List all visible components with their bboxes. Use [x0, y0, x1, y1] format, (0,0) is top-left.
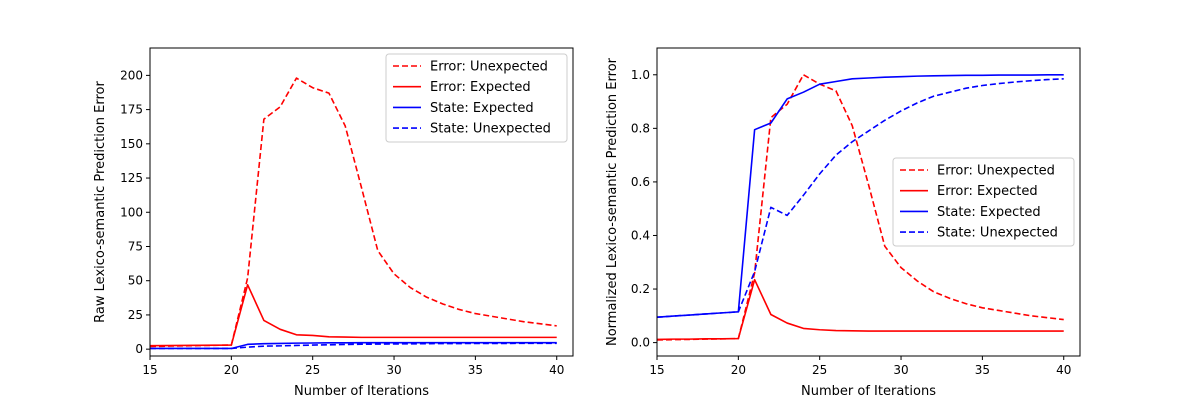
x-tick-label: 30	[386, 363, 401, 377]
chart-panel-2: 15 20 25 30 35 40 0.0 0.2 0.4 0.6 0.8 1.0 Number of …	[605, 47, 1081, 399]
legend-box	[892, 157, 1075, 247]
y-tick-label: 100	[120, 205, 143, 219]
legend-label: Error: Unexpected	[937, 164, 1055, 179]
x-tick-label: 15	[649, 363, 664, 377]
x-tick-label: 25	[812, 363, 827, 377]
legend-label: State: Unexpected	[937, 226, 1058, 241]
y-tick-label: 200	[120, 68, 143, 82]
legend-box	[385, 53, 568, 143]
y-tick-label: 0.8	[631, 121, 650, 135]
y-tick-label: 50	[128, 274, 143, 288]
x-tick-label: 35	[975, 363, 990, 377]
series-line-error-expected	[150, 284, 557, 347]
legend: Error: Unexpected Error: Expected State: E…	[892, 157, 1075, 247]
x-tick-label: 30	[893, 363, 908, 377]
legend-label: State: Expected	[937, 205, 1041, 220]
x-tick-label: 20	[224, 363, 239, 377]
y-tick-label: 75	[128, 239, 143, 253]
chart-panel-1: 15 20 25 30 35 40 0 25 50 75 100 125 150 175 200 Number…	[93, 47, 574, 399]
y-axis-label: Raw Lexico-semantic Prediction Error	[93, 81, 108, 323]
y-tick-label: 175	[120, 103, 143, 117]
legend-label: Error: Expected	[430, 80, 531, 95]
y-tick-label: 125	[120, 171, 143, 185]
series-line-state-unexpected	[150, 342, 557, 350]
y-axis-label: Normalized Lexico-semantic Prediction Er…	[605, 57, 620, 346]
series-group	[657, 73, 1064, 341]
legend-label: Error: Expected	[937, 184, 1038, 199]
legend-label: Error: Unexpected	[430, 60, 548, 75]
y-tick-label: 0.4	[631, 228, 650, 242]
series-line-error-expected	[657, 278, 1064, 341]
legend: Error: Unexpected Error: Expected State: E…	[385, 53, 568, 143]
axes-frame	[149, 47, 574, 357]
y-tick-label: 0.0	[631, 336, 650, 350]
series-line-state-unexpected	[657, 78, 1064, 318]
x-axis-label: Number of Iterations	[294, 384, 429, 399]
series-group	[150, 77, 557, 350]
x-tick-label: 35	[468, 363, 483, 377]
x-tick-label: 40	[1056, 363, 1071, 377]
x-tick-label: 40	[549, 363, 564, 377]
axes-frame	[656, 47, 1081, 357]
x-tick-label: 15	[142, 363, 157, 377]
x-axis-label: Number of Iterations	[801, 384, 936, 399]
x-tick-label: 25	[305, 363, 320, 377]
y-tick-label: 1.0	[631, 68, 650, 82]
y-tick-label: 0.2	[631, 282, 650, 296]
y-tick-label: 150	[120, 137, 143, 151]
x-tick-label: 20	[731, 363, 746, 377]
legend-label: State: Expected	[430, 101, 534, 116]
y-tick-label: 0.6	[631, 175, 650, 189]
y-tick-label: 25	[128, 308, 143, 322]
legend-label: State: Unexpected	[430, 122, 551, 137]
y-tick-label: 0	[135, 342, 143, 356]
